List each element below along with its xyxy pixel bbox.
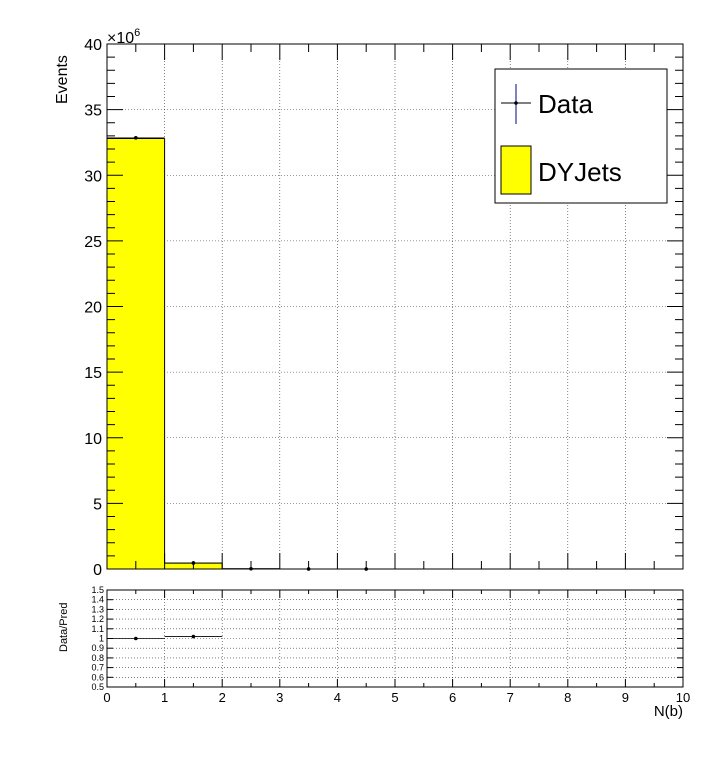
data-point xyxy=(134,136,138,140)
ratio-xlabel: N(b) xyxy=(654,703,683,720)
ratio-point xyxy=(134,637,138,641)
legend-dyjets-swatch xyxy=(501,146,531,194)
ratio-xtick-label: 4 xyxy=(334,690,341,705)
ratio-ytick-label: 1.4 xyxy=(91,595,104,605)
ratio-point xyxy=(192,635,196,639)
ratio-grid xyxy=(107,590,683,687)
ratio-xtick-label: 8 xyxy=(564,690,571,705)
ratio-ytick-label: 0.7 xyxy=(91,663,104,673)
ratio-xtick-label: 3 xyxy=(276,690,283,705)
ratio-ytick-label: 1.3 xyxy=(91,604,104,614)
y-multiplier-exponent: 6 xyxy=(134,27,140,39)
ratio-xtick-label: 1 xyxy=(161,690,168,705)
ratio-ytick-label: 1.5 xyxy=(91,585,104,595)
main-ytick-label: 20 xyxy=(84,300,102,317)
y-multiplier-base: ×10 xyxy=(107,30,134,47)
ratio-xtick-label: 5 xyxy=(391,690,398,705)
main-ytick-label: 40 xyxy=(84,37,102,54)
ratio-xtick-label: 0 xyxy=(103,690,110,705)
main-ylabel: Events xyxy=(54,55,71,104)
main-ytick-label: 30 xyxy=(84,168,102,185)
main-ytick-label: 15 xyxy=(84,365,102,382)
legend: Data DYJets xyxy=(495,69,667,203)
ratio-ytick-label: 0.9 xyxy=(91,643,104,653)
histogram-bar xyxy=(107,139,165,570)
ratio-xtick-label: 2 xyxy=(219,690,226,705)
legend-data-marker-dot xyxy=(514,101,518,105)
main-ytick-label: 35 xyxy=(84,103,102,120)
ratio-ytick-label: 1.1 xyxy=(91,624,104,634)
main-ytick-label: 10 xyxy=(84,431,102,448)
ratio-ytick-label: 1.2 xyxy=(91,614,104,624)
ratio-ytick-label: 1 xyxy=(99,634,104,644)
ratio-xtick-label: 7 xyxy=(507,690,514,705)
ratio-xtick-label: 9 xyxy=(622,690,629,705)
main-histogram xyxy=(107,139,280,570)
main-ytick-label: 0 xyxy=(93,562,102,579)
ratio-ytick-label: 0.5 xyxy=(91,682,104,692)
main-ytick-label: 25 xyxy=(84,234,102,251)
legend-label-data: Data xyxy=(538,89,593,119)
ratio-ytick-label: 0.8 xyxy=(91,653,104,663)
legend-label-dyjets: DYJets xyxy=(538,157,622,187)
ratio-ylabel: Data/Pred xyxy=(58,602,70,652)
ratio-ytick-label: 0.6 xyxy=(91,672,104,682)
main-ytick-label: 5 xyxy=(93,496,102,513)
ratio-xtick-label: 6 xyxy=(449,690,456,705)
